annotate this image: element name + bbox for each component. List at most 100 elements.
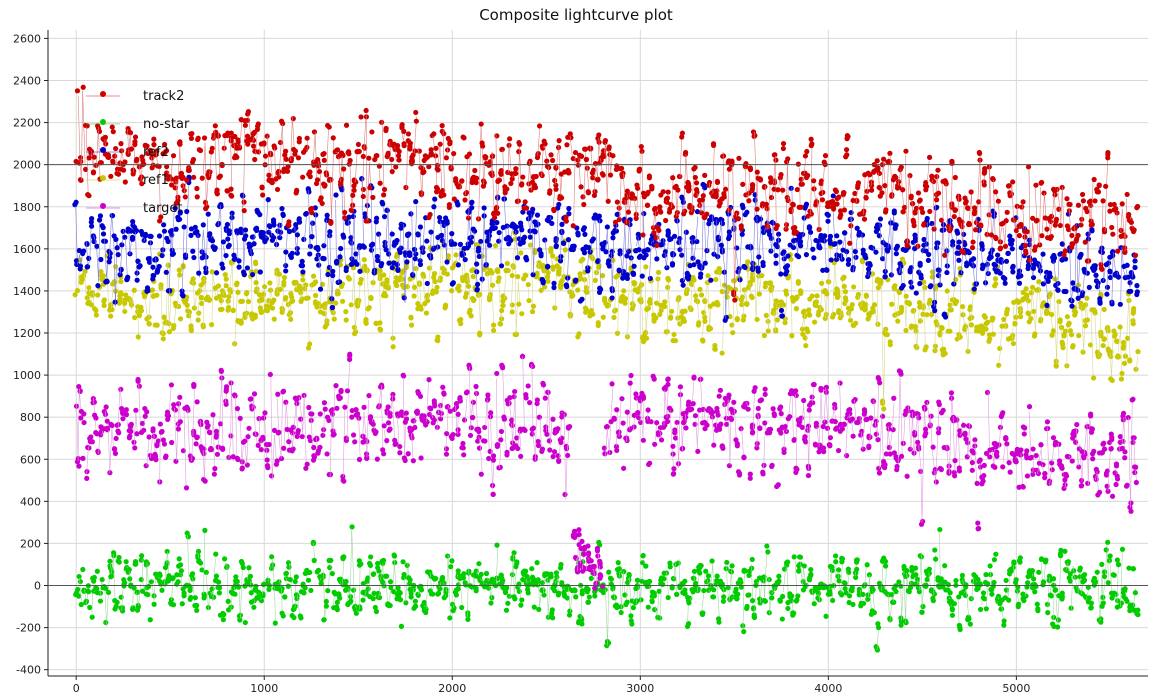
data-point bbox=[75, 586, 81, 593]
data-point bbox=[103, 279, 109, 285]
data-point bbox=[971, 572, 977, 578]
data-point bbox=[512, 388, 518, 395]
data-point bbox=[363, 319, 369, 325]
data-point bbox=[417, 305, 424, 312]
data-point bbox=[535, 582, 541, 588]
data-point bbox=[1088, 413, 1094, 419]
data-point bbox=[401, 575, 407, 581]
series-connector bbox=[794, 560, 798, 599]
data-point bbox=[1090, 375, 1097, 381]
data-point bbox=[1045, 610, 1051, 616]
data-point bbox=[640, 393, 646, 399]
data-point bbox=[830, 597, 836, 604]
data-point bbox=[670, 443, 676, 449]
series-connector bbox=[141, 559, 144, 595]
data-point bbox=[1091, 448, 1097, 454]
data-point bbox=[853, 574, 859, 580]
data-point bbox=[703, 568, 709, 574]
data-point bbox=[210, 412, 216, 418]
data-point bbox=[600, 314, 606, 320]
y-tick-label: 2000 bbox=[13, 159, 41, 172]
data-point bbox=[129, 236, 136, 242]
data-point bbox=[208, 321, 215, 328]
data-point bbox=[1114, 557, 1120, 563]
data-point bbox=[146, 583, 152, 590]
data-point bbox=[1060, 341, 1066, 347]
data-point bbox=[112, 606, 118, 612]
data-point bbox=[536, 606, 542, 612]
data-point bbox=[269, 299, 275, 306]
data-point bbox=[884, 591, 890, 597]
data-point bbox=[793, 392, 799, 399]
data-point bbox=[261, 291, 267, 297]
series-connector bbox=[629, 577, 632, 620]
data-point bbox=[652, 607, 658, 613]
data-point bbox=[175, 303, 182, 310]
data-point bbox=[1024, 293, 1030, 299]
data-point bbox=[640, 437, 646, 443]
data-point bbox=[363, 591, 369, 597]
data-point bbox=[292, 578, 298, 585]
data-point bbox=[788, 598, 794, 604]
data-point bbox=[1047, 291, 1053, 297]
data-point bbox=[559, 580, 565, 586]
data-point bbox=[1061, 485, 1067, 491]
data-point bbox=[232, 591, 238, 597]
data-point bbox=[1111, 572, 1117, 578]
data-point bbox=[264, 457, 270, 463]
data-point bbox=[903, 293, 909, 299]
series-connector bbox=[771, 590, 775, 594]
data-point bbox=[1076, 464, 1082, 470]
data-point bbox=[657, 615, 663, 621]
data-point bbox=[134, 431, 140, 437]
data-point bbox=[172, 407, 178, 413]
data-point bbox=[886, 444, 892, 451]
data-point bbox=[348, 594, 354, 600]
data-point bbox=[894, 467, 900, 473]
data-point bbox=[343, 309, 349, 315]
data-point bbox=[1108, 376, 1114, 382]
data-point bbox=[496, 275, 502, 281]
data-point bbox=[960, 304, 966, 310]
data-point bbox=[762, 391, 768, 398]
data-point bbox=[1003, 436, 1009, 442]
data-point bbox=[209, 269, 215, 275]
data-point bbox=[946, 468, 952, 475]
data-point bbox=[747, 475, 753, 481]
data-point bbox=[1006, 460, 1012, 466]
data-point bbox=[1033, 583, 1039, 590]
data-point bbox=[926, 570, 932, 576]
data-point bbox=[1058, 324, 1065, 331]
data-point bbox=[806, 407, 812, 413]
data-point bbox=[338, 387, 344, 394]
data-point bbox=[148, 579, 154, 585]
data-point bbox=[891, 395, 897, 401]
data-point bbox=[808, 571, 814, 577]
data-point bbox=[1131, 464, 1138, 470]
data-point bbox=[78, 601, 84, 608]
series-connector bbox=[430, 572, 432, 590]
data-point bbox=[1090, 456, 1096, 462]
data-point bbox=[84, 264, 90, 270]
data-point bbox=[110, 281, 116, 287]
data-point bbox=[1073, 428, 1079, 434]
data-point bbox=[992, 283, 998, 289]
data-point bbox=[331, 316, 337, 322]
data-point bbox=[411, 583, 417, 589]
data-point bbox=[319, 281, 326, 287]
data-point bbox=[667, 564, 673, 570]
data-point bbox=[242, 438, 248, 444]
data-point bbox=[576, 531, 582, 538]
data-point bbox=[1130, 602, 1136, 608]
data-point bbox=[118, 386, 124, 392]
data-point bbox=[609, 381, 615, 387]
data-point bbox=[237, 415, 243, 421]
series-connector bbox=[905, 572, 907, 624]
data-point bbox=[1015, 601, 1022, 607]
data-point bbox=[387, 413, 393, 419]
data-point bbox=[121, 580, 128, 586]
series-connector bbox=[920, 552, 923, 608]
data-point bbox=[1078, 300, 1084, 306]
data-point bbox=[793, 305, 800, 312]
data-point bbox=[333, 300, 339, 306]
